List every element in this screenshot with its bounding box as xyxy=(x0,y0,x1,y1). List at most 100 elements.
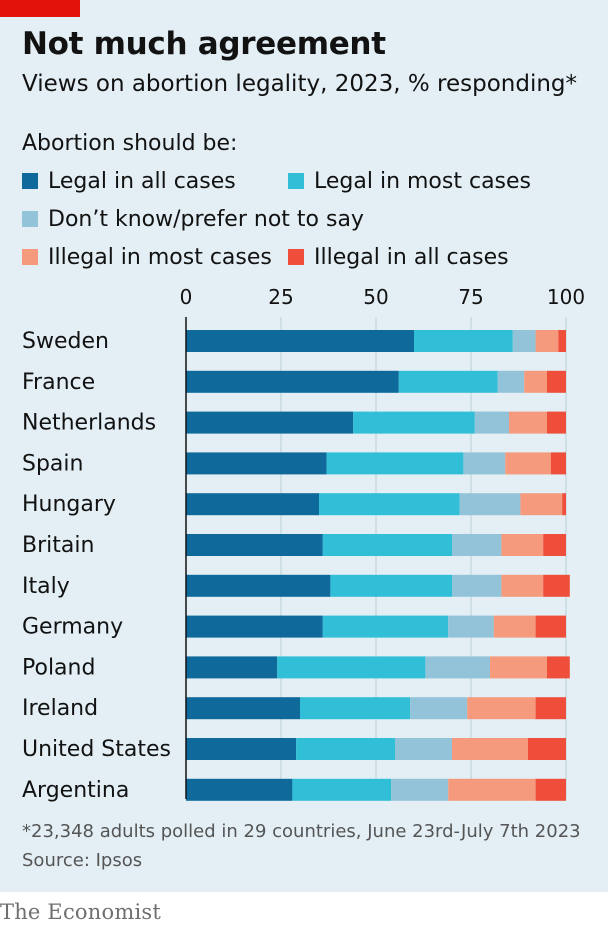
category-label: Hungary xyxy=(22,492,116,517)
category-label: Spain xyxy=(22,451,83,476)
bar-segment xyxy=(547,411,566,434)
bar-segment xyxy=(512,330,536,352)
bar-segment xyxy=(186,697,300,720)
bar-segment xyxy=(326,452,464,475)
legend-swatch xyxy=(22,249,38,265)
x-tick-label: 0 xyxy=(180,285,193,309)
stacked-bar-chart: 0 25 50 75 100 Sweden France Netherlands Spain Hu… xyxy=(22,285,585,803)
legend-title: Abortion should be: xyxy=(22,131,238,156)
bar-segment xyxy=(535,615,566,638)
bar-segment xyxy=(535,697,566,720)
legend-swatch xyxy=(22,173,38,189)
bar-segment xyxy=(448,778,536,801)
legend-item-illegal-most: Illegal in most cases xyxy=(22,244,272,270)
legend-swatch xyxy=(288,173,304,189)
bar-segment xyxy=(186,452,327,475)
bar-segment xyxy=(186,574,331,597)
category-label: Britain xyxy=(22,533,94,558)
category-label: Sweden xyxy=(22,329,109,354)
brand-red-tag xyxy=(0,0,80,17)
bar-segment xyxy=(448,615,494,638)
bar-segment xyxy=(550,452,566,475)
category-label: Italy xyxy=(22,574,70,599)
bar-segment xyxy=(186,778,293,801)
category-label: Poland xyxy=(22,655,95,680)
bar-segment xyxy=(322,615,449,638)
bar-segment xyxy=(505,452,551,475)
bar-segment xyxy=(520,493,563,516)
category-label: Netherlands xyxy=(22,411,156,436)
bar-segment xyxy=(186,534,323,556)
category-label: United States xyxy=(22,737,171,762)
bar-segment xyxy=(186,656,278,679)
bar-segment xyxy=(535,330,559,352)
bar-segment xyxy=(414,330,513,352)
category-label: Germany xyxy=(22,615,123,640)
bar-segment xyxy=(186,615,323,638)
bar-segment xyxy=(186,370,399,393)
legend-item-illegal-all: Illegal in all cases xyxy=(288,244,509,270)
bar-segment xyxy=(186,411,354,434)
brand-logo: The Economist xyxy=(0,900,161,924)
bar-segment xyxy=(524,370,547,393)
x-tick-label: 25 xyxy=(268,285,293,309)
bar-segment xyxy=(319,493,460,516)
bar-segment xyxy=(300,697,411,720)
bar-segment xyxy=(186,330,414,352)
bar-segment xyxy=(497,370,525,393)
legend-swatch xyxy=(22,211,38,227)
legend-label: Don’t know/prefer not to say xyxy=(48,206,364,232)
bar-segment xyxy=(509,411,547,434)
x-tick-label: 50 xyxy=(363,285,388,309)
legend-label: Legal in all cases xyxy=(48,168,236,194)
bar-segment xyxy=(391,778,449,801)
bar-segment xyxy=(186,493,319,516)
bar-segment xyxy=(558,330,566,352)
category-label: France xyxy=(22,370,95,395)
bar-segment xyxy=(277,656,426,679)
bar-segment xyxy=(452,534,502,556)
bar-segment xyxy=(322,534,452,556)
category-label: Argentina xyxy=(22,778,129,803)
x-tick-label: 100 xyxy=(547,285,585,309)
bar-segment xyxy=(353,411,475,434)
bar-segment xyxy=(425,656,490,679)
legend-item-legal-all: Legal in all cases xyxy=(22,168,236,194)
legend-item-legal-most: Legal in most cases xyxy=(288,168,531,194)
bar-segment xyxy=(535,778,566,801)
chart-title: Not much agreement xyxy=(22,26,386,62)
legend-label: Illegal in most cases xyxy=(48,244,272,270)
bar-segment xyxy=(547,656,570,679)
bar-segment xyxy=(459,493,521,516)
bar-segment xyxy=(501,574,544,597)
bar-segment xyxy=(490,656,547,679)
bar-segment xyxy=(493,615,536,638)
bar-segment xyxy=(463,452,506,475)
chart-subtitle: Views on abortion legality, 2023, % resp… xyxy=(22,71,578,97)
legend-label: Illegal in all cases xyxy=(314,244,509,270)
bar-segment xyxy=(528,738,566,760)
legend-item-dont-know: Don’t know/prefer not to say xyxy=(22,206,364,232)
bar-segment xyxy=(410,697,468,720)
category-label: Ireland xyxy=(22,696,98,721)
bar-segment xyxy=(452,738,528,760)
bar-segment xyxy=(398,370,498,393)
legend-swatch xyxy=(288,249,304,265)
bar-segment xyxy=(452,574,502,597)
bar-segment xyxy=(330,574,452,597)
bar-segment xyxy=(296,738,395,760)
x-tick-label: 75 xyxy=(458,285,483,309)
bar-segment xyxy=(467,697,536,720)
bar-segment xyxy=(543,534,566,556)
bar-segment xyxy=(292,778,392,801)
bar-segment xyxy=(543,574,570,597)
bar-segment xyxy=(562,493,566,516)
bar-segment xyxy=(474,411,509,434)
footnote: *23,348 adults polled in 29 countries, J… xyxy=(22,821,581,842)
legend-label: Legal in most cases xyxy=(314,168,532,194)
source-note: Source: Ipsos xyxy=(22,850,143,871)
bar-segment xyxy=(186,738,297,760)
bar-segment xyxy=(395,738,452,760)
bar-segment xyxy=(501,534,544,556)
bar-segment xyxy=(547,370,566,393)
